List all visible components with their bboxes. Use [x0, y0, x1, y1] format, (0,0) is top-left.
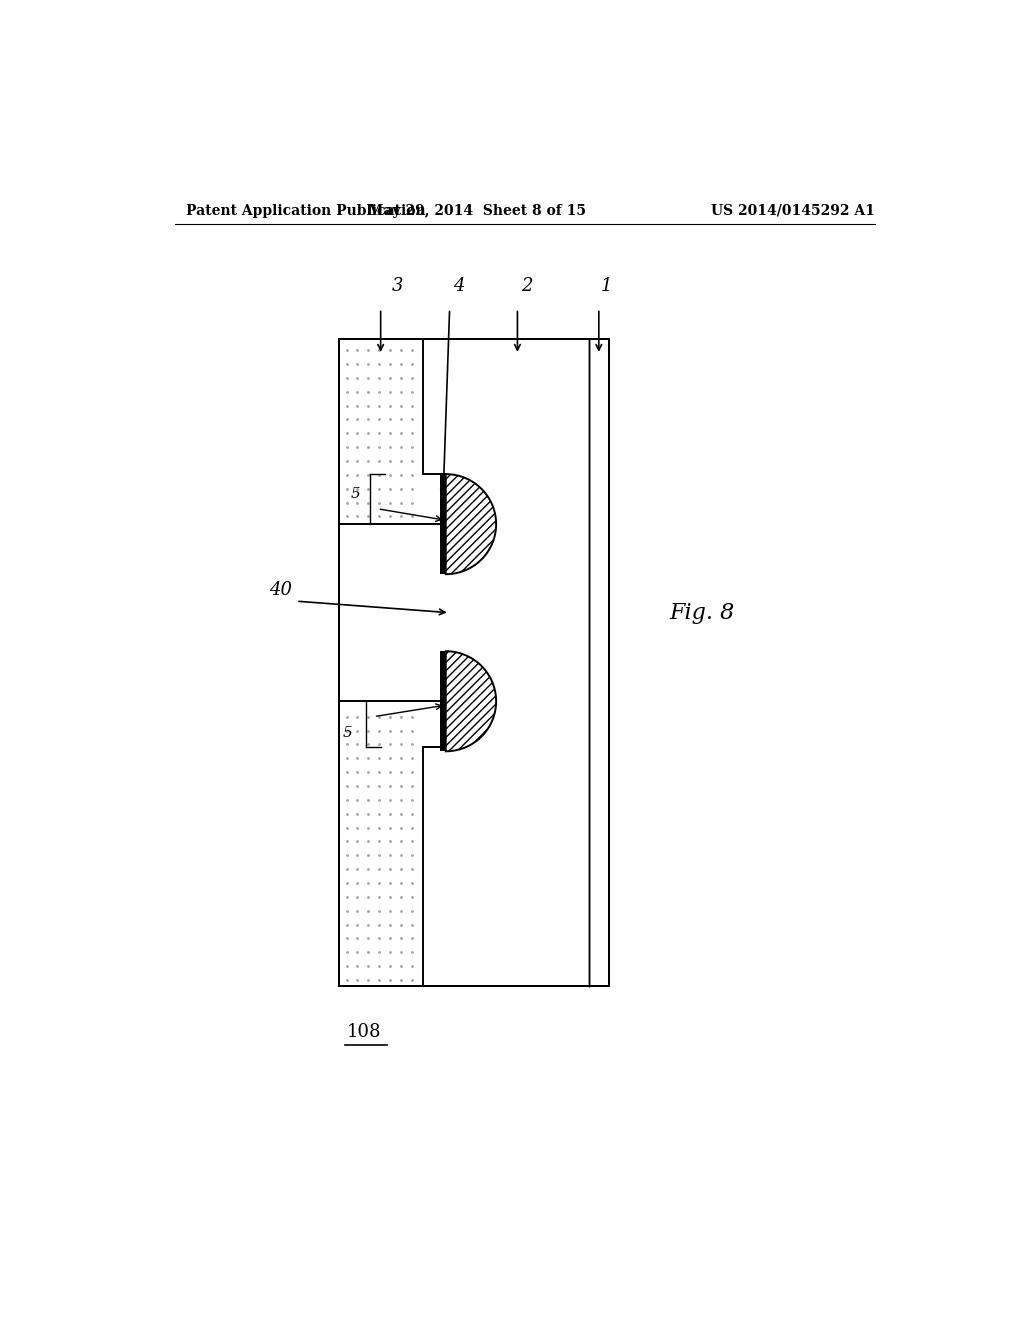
Bar — [339, 339, 608, 986]
Polygon shape — [339, 339, 445, 524]
Bar — [440, 651, 445, 751]
Text: May 29, 2014  Sheet 8 of 15: May 29, 2014 Sheet 8 of 15 — [369, 203, 586, 218]
Text: 40: 40 — [269, 581, 292, 598]
Text: 3: 3 — [392, 277, 403, 294]
Polygon shape — [445, 474, 496, 574]
Text: Fig. 8: Fig. 8 — [669, 602, 734, 624]
Bar — [440, 474, 445, 574]
Text: 108: 108 — [346, 1023, 381, 1041]
Text: 5: 5 — [350, 487, 360, 502]
Text: 1: 1 — [600, 277, 612, 294]
Polygon shape — [339, 701, 445, 986]
Bar — [339, 339, 608, 986]
Text: Patent Application Publication: Patent Application Publication — [186, 203, 426, 218]
Text: 5: 5 — [343, 726, 352, 739]
Text: US 2014/0145292 A1: US 2014/0145292 A1 — [712, 203, 876, 218]
Text: 2: 2 — [521, 277, 532, 294]
Polygon shape — [445, 651, 496, 751]
Text: 4: 4 — [454, 277, 465, 294]
